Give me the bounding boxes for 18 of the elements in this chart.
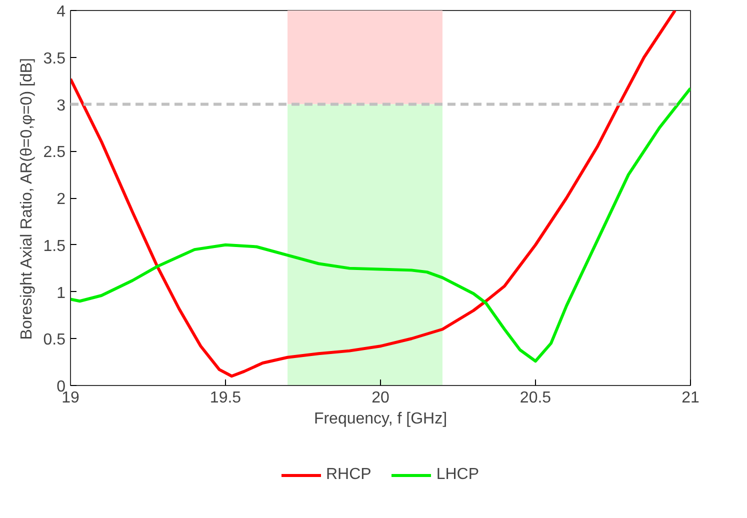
y-tick-label: 2.5	[43, 144, 66, 162]
y-tick-label: 2	[56, 191, 66, 208]
y-axis-title: Boresight Axial Ratio, AR(θ=0,φ=0) [dB]	[18, 58, 36, 340]
y-tick-label: 1	[56, 284, 66, 302]
y-tick-label: 1.5	[43, 238, 66, 255]
y-tick-label: 4	[56, 4, 66, 20]
x-tick-label: 21	[682, 390, 700, 406]
line-series	[70, 10, 676, 378]
x-axis-title: Frequency, f [GHz]	[314, 410, 448, 428]
legend-label: LHCP	[436, 466, 480, 484]
x-tick-label: 19.5	[210, 390, 242, 406]
y-tick-label: 0.5	[43, 332, 66, 349]
x-tick-label: 20	[372, 390, 390, 406]
legend-label: RHCP	[326, 466, 372, 484]
y-tick-label: 3.5	[43, 50, 66, 68]
x-tick-label: 20.5	[520, 390, 552, 406]
line-series	[70, 86, 690, 363]
y-tick-label: 3	[56, 97, 66, 114]
